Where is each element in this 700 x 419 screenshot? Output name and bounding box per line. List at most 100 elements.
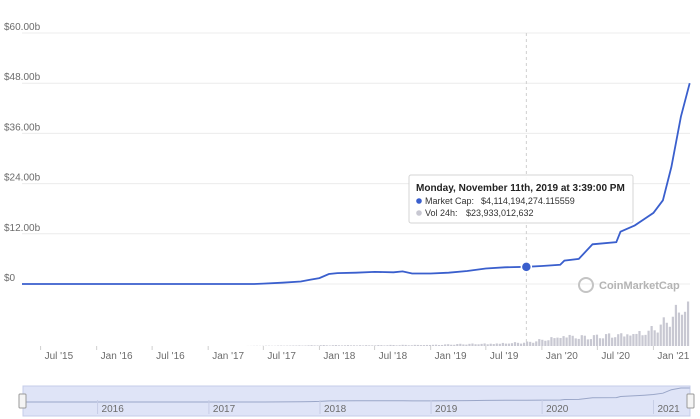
y-tick-label: $12.00b xyxy=(4,223,41,234)
volume-bar xyxy=(444,344,447,346)
volume-bar xyxy=(328,345,331,346)
volume-bar xyxy=(580,335,583,346)
volume-bar xyxy=(647,330,650,346)
y-axis-ticks: $0 $12.00b $24.00b $36.00b $48.00b $60.00b xyxy=(4,22,41,284)
volume-bar xyxy=(513,342,517,346)
x-tick-label: Jul '18 xyxy=(379,351,408,362)
tooltip-box xyxy=(408,174,634,224)
volume-bar xyxy=(629,335,632,346)
volume-bar xyxy=(374,345,377,346)
volume-bar xyxy=(532,342,535,346)
volume-bar xyxy=(668,326,671,346)
volume-bar xyxy=(465,344,468,346)
volume-bar xyxy=(313,345,316,346)
volume-bar xyxy=(568,334,571,346)
volume-bar xyxy=(319,345,322,346)
volume-bar xyxy=(349,345,353,346)
volume-bar xyxy=(474,344,477,346)
x-axis-ticks: Jul '15 Jan '16 Jul '16 Jan '17 Jul '17 Jan '… xyxy=(40,346,690,362)
volume-bar xyxy=(343,345,347,346)
tooltip-volume-dot xyxy=(416,210,422,216)
volume-bar xyxy=(398,345,401,346)
volume-bar xyxy=(571,335,574,346)
x-tick-label: Jan '16 xyxy=(101,351,133,362)
tooltip-volume-label: Vol 24h: xyxy=(425,208,458,218)
tooltip-marketcap-dot xyxy=(416,198,422,204)
volume-bar xyxy=(395,345,398,346)
volume-bar xyxy=(383,345,386,346)
volume-bar xyxy=(428,344,432,346)
volume-bar xyxy=(665,322,668,346)
x-tick-label: Jul '19 xyxy=(490,351,519,362)
volume-bar xyxy=(407,345,410,346)
tooltip: Monday, November 11th, 2019 at 3:39:00 P… xyxy=(408,174,634,224)
y-tick-label: $24.00b xyxy=(4,173,41,184)
volume-bar xyxy=(480,343,483,346)
hover-point-marker[interactable] xyxy=(520,261,533,273)
volume-bar xyxy=(541,339,544,346)
volume-bar xyxy=(471,343,474,346)
volume-bar xyxy=(504,343,507,346)
volume-bar xyxy=(416,344,419,346)
watermark: CoinMarketCap xyxy=(578,277,680,293)
volume-bar xyxy=(298,345,301,346)
volume-bar xyxy=(459,343,462,346)
tooltip-marketcap-value: $4,114,194,274.115559 xyxy=(481,196,575,206)
volume-bar xyxy=(422,345,425,346)
volume-bar xyxy=(425,344,429,346)
volume-bar xyxy=(565,337,568,346)
volume-bar xyxy=(450,344,453,346)
volume-bar xyxy=(589,339,592,346)
volume-bar xyxy=(556,337,559,346)
x-tick-label: Jul '15 xyxy=(45,351,74,362)
volume-bar xyxy=(529,341,532,346)
market-cap-line xyxy=(22,82,691,285)
volume-bar xyxy=(559,337,562,346)
volume-bar xyxy=(434,344,438,346)
y-tick-label: $48.00b xyxy=(4,72,41,83)
volume-bar xyxy=(516,342,520,346)
volume-bar xyxy=(659,324,662,346)
volume-bar xyxy=(410,345,413,346)
volume-bar xyxy=(632,334,635,346)
navigator-tick-label: 2020 xyxy=(546,404,569,415)
volume-bar xyxy=(486,344,489,346)
volume-bar xyxy=(307,345,310,346)
x-tick-label: Jul '17 xyxy=(267,351,296,362)
volume-bar xyxy=(322,345,325,346)
navigator-tick-label: 2019 xyxy=(435,404,458,415)
volume-bar xyxy=(337,345,340,346)
volume-bar xyxy=(331,345,334,346)
volume-bar xyxy=(453,344,456,346)
x-tick-label: Jan '18 xyxy=(323,351,355,362)
volume-bar xyxy=(377,345,380,346)
volume-bar xyxy=(574,338,577,346)
time-navigator[interactable]: 2016 2017 2018 2019 2020 2021 xyxy=(18,385,695,417)
volume-bar xyxy=(535,341,538,346)
volume-bar xyxy=(447,344,450,346)
volume-bar xyxy=(359,345,362,346)
volume-bar xyxy=(586,339,589,346)
navigator-ticks: 2016 2017 2018 2019 2020 2021 xyxy=(97,400,680,415)
navigator-right-handle[interactable] xyxy=(686,393,695,409)
volume-bar xyxy=(386,345,389,346)
volume-bar xyxy=(340,345,344,346)
volume-bar xyxy=(614,337,617,346)
volume-bar xyxy=(638,330,641,346)
volume-bar xyxy=(635,333,638,346)
x-tick-label: Jan '17 xyxy=(212,351,244,362)
volume-bar xyxy=(680,314,684,346)
volume-bar xyxy=(316,345,319,346)
volume-bar xyxy=(674,304,678,346)
navigator-left-handle[interactable] xyxy=(18,393,27,409)
volume-bar xyxy=(686,301,690,346)
y-tick-label: $36.00b xyxy=(4,122,41,133)
volume-bar xyxy=(538,339,541,346)
volume-bar xyxy=(456,344,459,346)
tooltip-marketcap-label: Market Cap: xyxy=(425,196,474,206)
volume-bar xyxy=(553,338,556,346)
x-tick-label: Jan '19 xyxy=(435,351,467,362)
volume-bar xyxy=(489,343,492,346)
volume-bar xyxy=(352,345,356,346)
